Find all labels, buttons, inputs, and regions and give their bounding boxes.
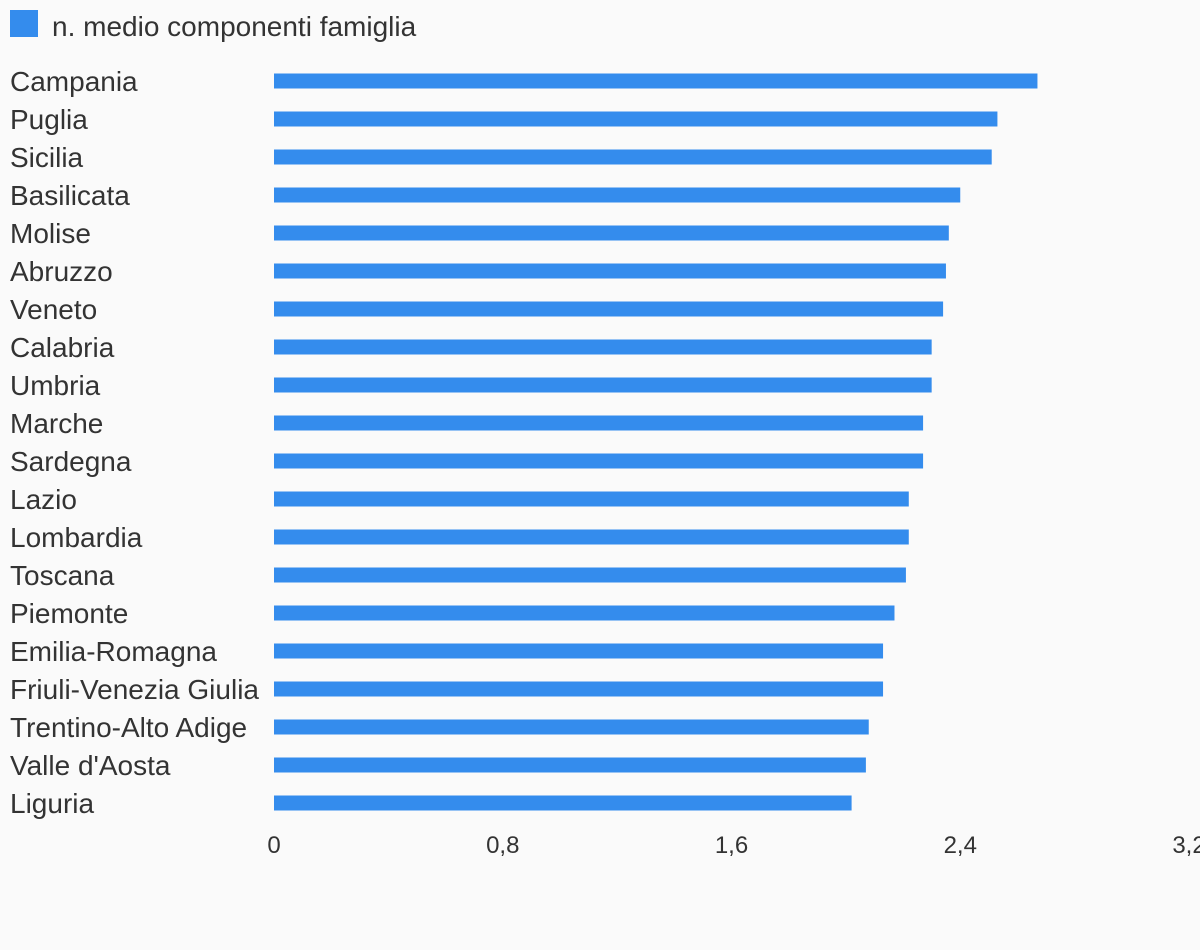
category-label: Emilia-Romagna: [10, 636, 217, 667]
x-tick-label: 0,8: [486, 832, 519, 859]
category-label: Calabria: [10, 332, 115, 363]
category-label: Abruzzo: [10, 256, 113, 287]
bar[interactable]: [274, 187, 961, 203]
bar[interactable]: [274, 225, 949, 241]
bar[interactable]: [274, 377, 932, 393]
legend-label: n. medio componenti famiglia: [52, 11, 417, 42]
bar[interactable]: [274, 681, 884, 697]
legend-swatch: [10, 10, 38, 37]
category-label: Piemonte: [10, 598, 128, 629]
bar[interactable]: [274, 301, 944, 317]
category-label: Basilicata: [10, 180, 130, 211]
category-label: Friuli-Venezia Giulia: [10, 674, 259, 705]
x-tick-label: 1,6: [715, 832, 748, 859]
category-label: Trentino-Alto Adige: [10, 712, 247, 743]
bars: [274, 73, 1038, 811]
bar[interactable]: [274, 111, 998, 127]
bar[interactable]: [274, 529, 909, 545]
category-label: Valle d'Aosta: [10, 750, 171, 781]
bar[interactable]: [274, 605, 895, 621]
bar[interactable]: [274, 491, 909, 507]
bar[interactable]: [274, 453, 924, 469]
bar[interactable]: [274, 757, 866, 773]
category-label: Lombardia: [10, 522, 143, 553]
category-label: Sardegna: [10, 446, 132, 477]
category-label: Umbria: [10, 370, 101, 401]
bar[interactable]: [274, 73, 1038, 89]
legend: n. medio componenti famiglia: [10, 10, 417, 42]
bar[interactable]: [274, 643, 884, 659]
category-label: Campania: [10, 66, 138, 97]
bar[interactable]: [274, 149, 992, 165]
category-label: Marche: [10, 408, 103, 439]
category-label: Toscana: [10, 560, 115, 591]
category-label: Sicilia: [10, 142, 84, 173]
bar[interactable]: [274, 263, 946, 279]
category-label: Veneto: [10, 294, 97, 325]
category-label: Lazio: [10, 484, 77, 515]
category-label: Molise: [10, 218, 91, 249]
bar[interactable]: [274, 339, 932, 355]
x-axis-ticks: 0 0,8 1,6 2,4 3,2: [267, 832, 1200, 859]
bar[interactable]: [274, 795, 852, 811]
bar[interactable]: [274, 719, 869, 735]
bar[interactable]: [274, 415, 924, 431]
category-labels: Campania Puglia Sicilia Basilicata Molise Abr…: [10, 66, 259, 819]
x-tick-label: 3,2: [1172, 832, 1200, 859]
x-tick-label: 0: [267, 832, 280, 859]
bar[interactable]: [274, 567, 906, 583]
category-label: Puglia: [10, 104, 88, 135]
category-label: Liguria: [10, 788, 94, 819]
x-tick-label: 2,4: [944, 832, 977, 859]
